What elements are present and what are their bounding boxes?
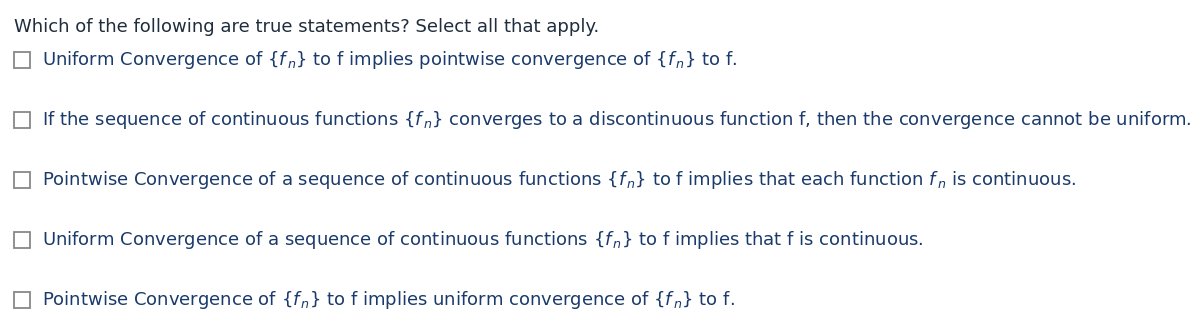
Text: Pointwise Convergence of $\{f_{\,n}\}$ to f implies uniform convergence of $\{f_: Pointwise Convergence of $\{f_{\,n}\}$ t… bbox=[42, 289, 734, 311]
Text: Pointwise Convergence of a sequence of continuous functions $\{f_{\,n}\}$ to f i: Pointwise Convergence of a sequence of c… bbox=[42, 169, 1076, 191]
Text: Uniform Convergence of $\{f_{\,n}\}$ to f implies pointwise convergence of $\{f_: Uniform Convergence of $\{f_{\,n}\}$ to … bbox=[42, 49, 737, 71]
FancyBboxPatch shape bbox=[14, 172, 30, 188]
Text: Uniform Convergence of a sequence of continuous functions $\{f_{\,n}\}$ to f imp: Uniform Convergence of a sequence of con… bbox=[42, 229, 924, 251]
FancyBboxPatch shape bbox=[14, 232, 30, 248]
FancyBboxPatch shape bbox=[14, 52, 30, 68]
Text: Which of the following are true statements? Select all that apply.: Which of the following are true statemen… bbox=[14, 18, 599, 36]
FancyBboxPatch shape bbox=[14, 292, 30, 308]
Text: If the sequence of continuous functions $\{f_{\,n}\}$ converges to a discontinuo: If the sequence of continuous functions … bbox=[42, 109, 1192, 131]
FancyBboxPatch shape bbox=[14, 112, 30, 128]
